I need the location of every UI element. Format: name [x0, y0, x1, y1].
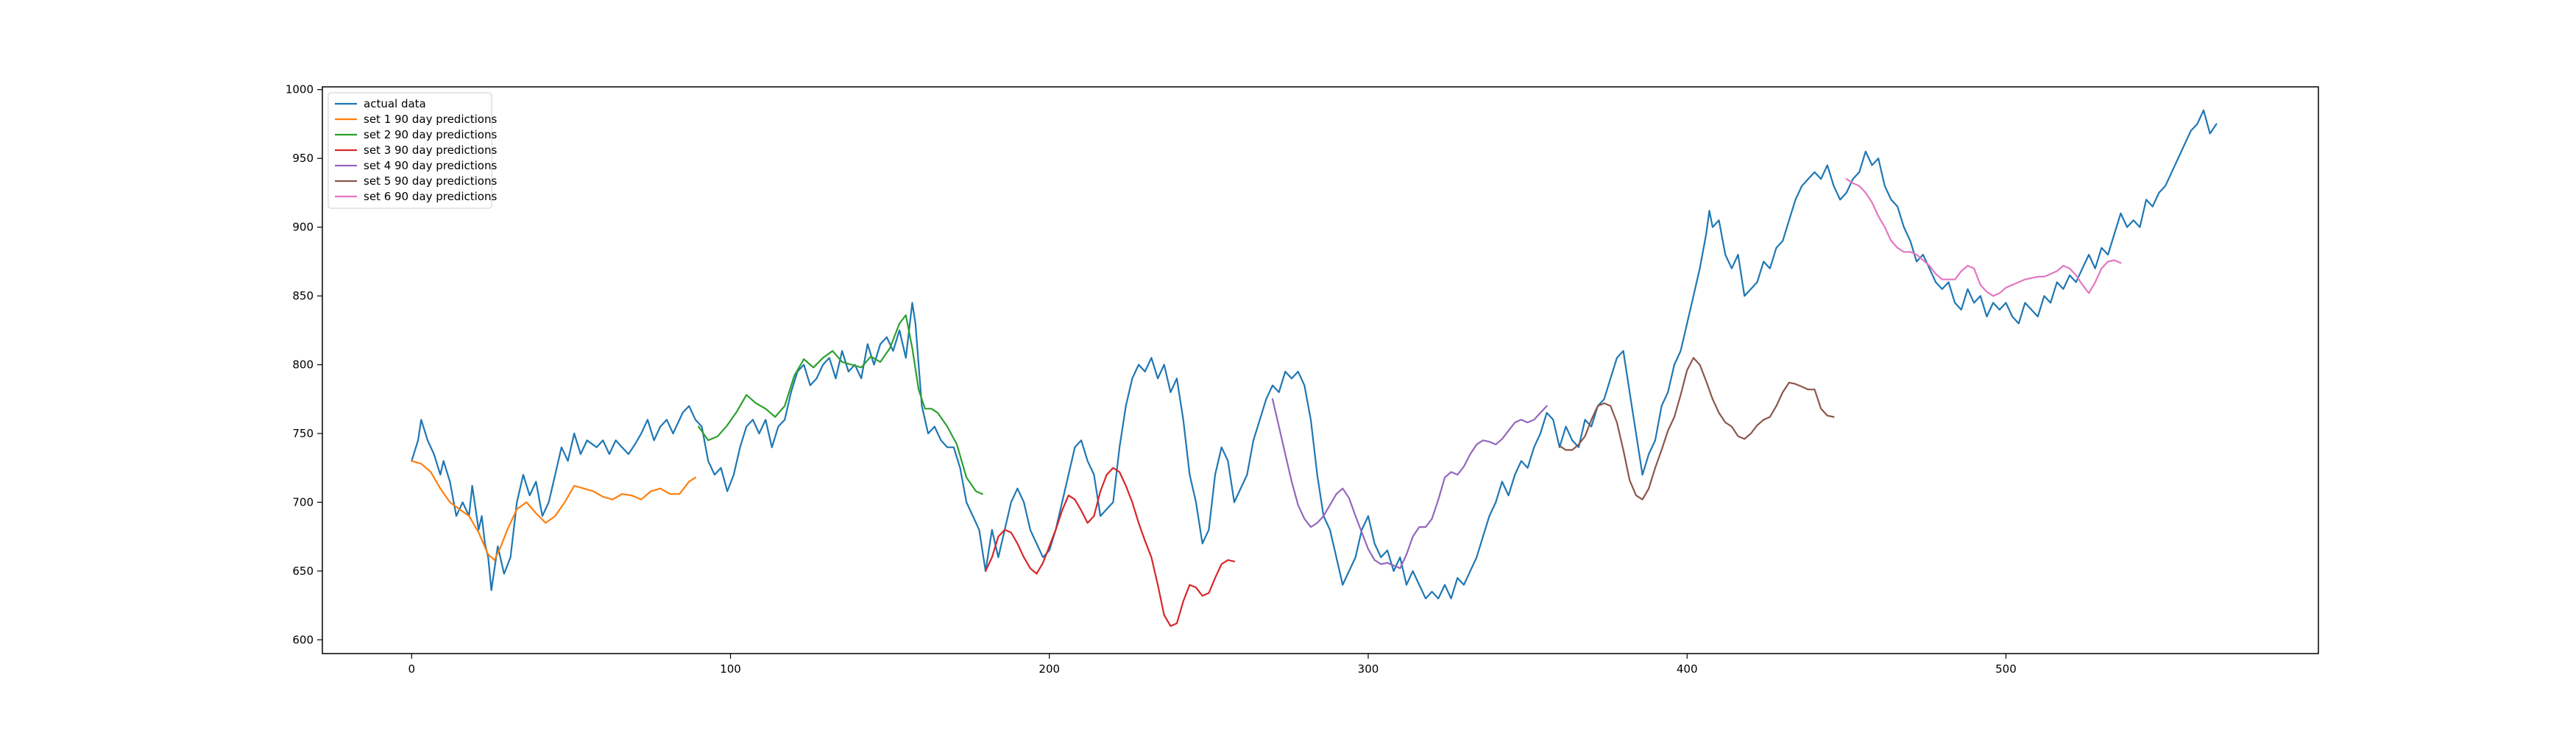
x-tick-label: 500: [1995, 662, 2017, 676]
x-tick-label: 0: [408, 662, 416, 676]
y-tick-label: 850: [292, 289, 314, 302]
legend-label-1: actual data: [364, 97, 426, 110]
series-line-4: [985, 467, 1236, 627]
axes-layer: 0 100 200 300 400 500 600 650 700 750 800 850 900 950…: [286, 83, 2017, 676]
legend-label-6: set 5 90 day predictions: [364, 174, 497, 188]
legend-label-2: set 1 90 day predictions: [364, 113, 497, 126]
x-tick-label: 200: [1038, 662, 1060, 676]
axes-frame: [322, 86, 2319, 654]
legend-box: [328, 92, 492, 209]
legend-label-7: set 6 90 day predictions: [364, 190, 497, 203]
legend: actual data set 1 90 day predictions set 2…: [328, 92, 497, 209]
y-tick-label: 900: [292, 221, 314, 234]
legend-label-3: set 2 90 day predictions: [364, 128, 497, 141]
x-tick-label: 100: [720, 662, 741, 676]
series-line-2: [411, 460, 696, 561]
series-line-5: [1271, 398, 1548, 570]
y-tick-label: 950: [292, 152, 314, 165]
legend-label-4: set 3 90 day predictions: [364, 144, 497, 157]
y-tick-label: 1000: [286, 83, 314, 96]
series-line-3: [698, 314, 983, 495]
legend-label-5: set 4 90 day predictions: [364, 159, 497, 172]
series-line-6: [1558, 357, 1835, 500]
series-line-1: [411, 109, 2218, 600]
y-tick-label: 750: [292, 427, 314, 440]
x-tick-label: 400: [1677, 662, 1698, 676]
series-line-7: [1845, 178, 2122, 297]
series-layer: [411, 109, 2218, 627]
plot-area: [322, 86, 2319, 654]
y-tick-label: 800: [292, 358, 314, 372]
y-tick-label: 700: [292, 495, 314, 509]
x-tick-label: 300: [1358, 662, 1379, 676]
y-tick-label: 650: [292, 565, 314, 578]
y-tick-label: 600: [292, 633, 314, 646]
